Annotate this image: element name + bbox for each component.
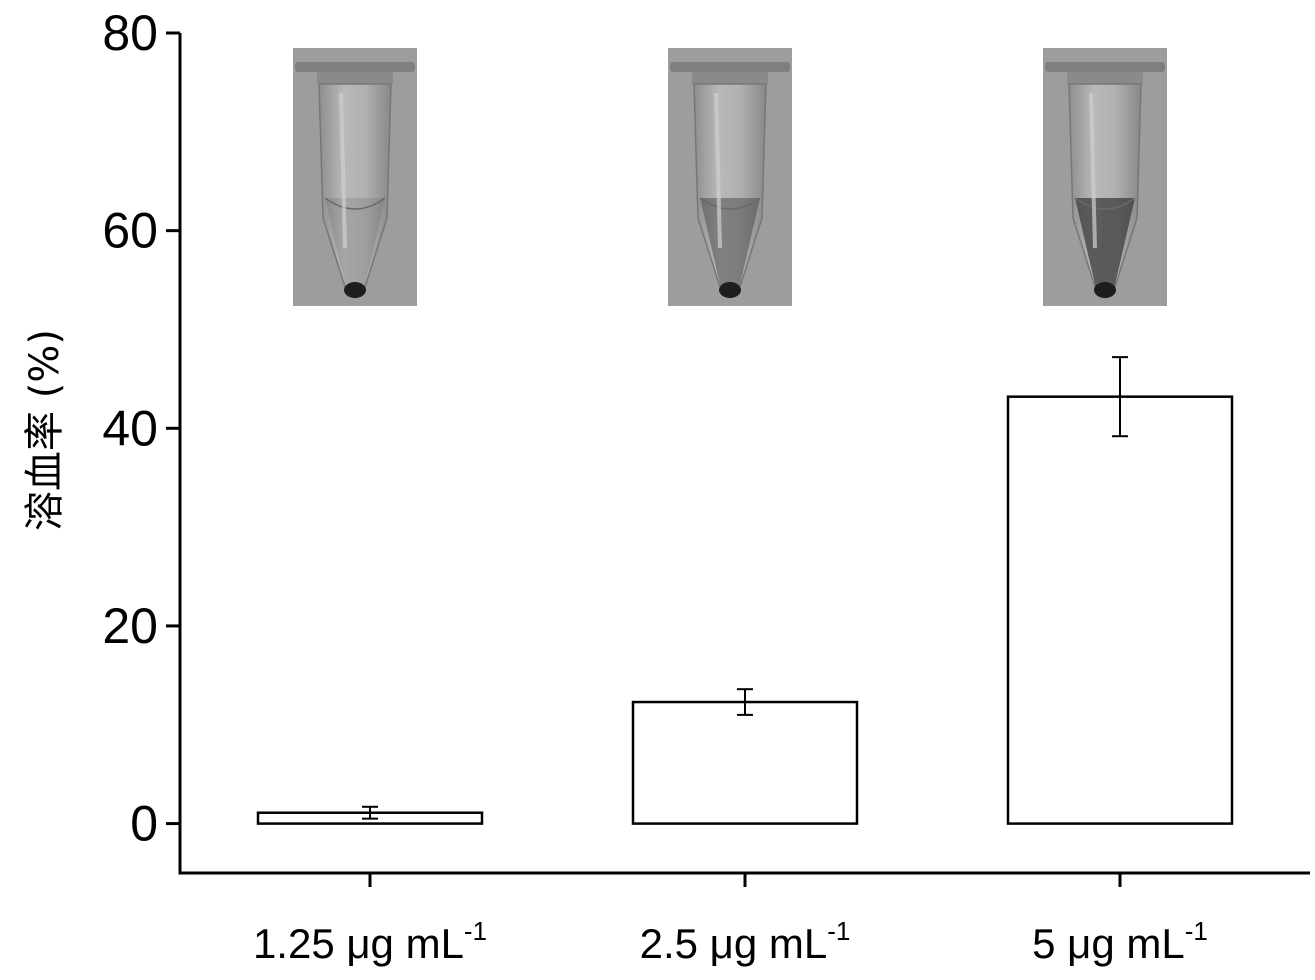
x-tick-label: 2.5 μg mL-1 [640,916,851,967]
error-bar [737,688,753,716]
y-tick-label: 40 [102,400,158,456]
labels: 0 20 40 60 80 溶血率 (%) 1.25 μg mL-1 2.5 μg mL-1 5… [22,5,1208,967]
y-tick-label: 60 [102,203,158,259]
y-tick-label: 0 [130,796,158,852]
test-tube-photo [293,48,417,306]
error-bar [362,805,378,820]
error-bar [1112,356,1128,438]
y-tick-label: 20 [102,598,158,654]
x-tick-label: 5 μg mL-1 [1032,916,1208,967]
x-tick-label: 1.25 μg mL-1 [253,916,487,967]
bars [256,356,1234,825]
axes [166,31,1310,887]
y-tick-label: 80 [102,5,158,61]
bar [631,700,859,825]
test-tube-photo [1043,48,1167,306]
tube-insets [293,48,1167,306]
test-tube-photo [668,48,792,306]
y-axis-label: 溶血率 (%) [22,329,68,531]
bar [1006,395,1234,825]
